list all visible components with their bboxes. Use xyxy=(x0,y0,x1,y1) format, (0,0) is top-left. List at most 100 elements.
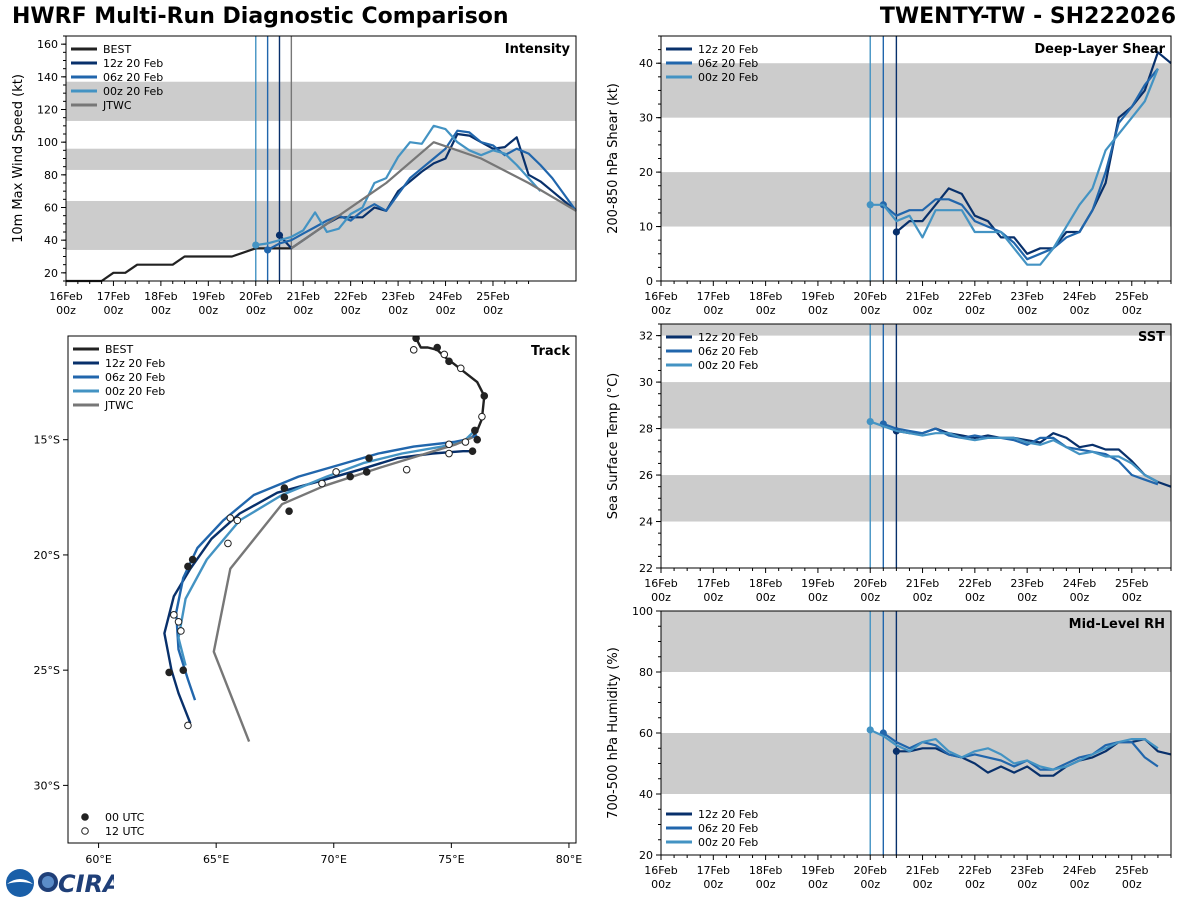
track-position-marker-run12 xyxy=(468,447,477,456)
sst-xtick-label: 00z xyxy=(808,591,828,604)
intensity-xtick-label: 16Feb xyxy=(49,290,82,303)
rh-xtick-label: 18Feb xyxy=(749,864,782,877)
track-position-marker-best xyxy=(433,343,442,352)
track-position-marker-run06 xyxy=(174,617,183,626)
track-position-marker-run00 xyxy=(471,426,479,435)
marker-legend-symbol xyxy=(81,827,89,835)
shear-panel: 01020304016Feb00z17Feb00z18Feb00z19Feb00… xyxy=(606,35,1172,317)
sst-xtick-label: 00z xyxy=(913,591,933,604)
rh-xtick-label: 00z xyxy=(860,878,880,891)
intensity-xtick-label: 00z xyxy=(246,304,266,317)
track-position-marker-run12 xyxy=(170,611,178,619)
intensity-series-jtwc xyxy=(290,141,577,250)
shear-xtick-label: 00z xyxy=(965,304,985,317)
legend-label-run12: 12z 20 Feb xyxy=(698,43,758,56)
rh-init-marker-run12 xyxy=(892,747,900,755)
legend-label-run00: 00z 20 Feb xyxy=(698,359,758,372)
track-position-marker-run06 xyxy=(365,454,373,462)
noaa-logo-icon xyxy=(6,869,34,897)
cira-logo-text: CIRA xyxy=(58,870,114,898)
rh-xtick-label: 00z xyxy=(1122,878,1142,891)
shear-series-run06 xyxy=(882,68,1159,261)
intensity-init-marker-run06 xyxy=(264,246,272,254)
marker-legend-label: 00 UTC xyxy=(105,811,145,824)
track-position-marker-run06 xyxy=(332,468,340,476)
legend-label-run06: 06z 20 Feb xyxy=(103,71,163,84)
legend-label-run06: 06z 20 Feb xyxy=(105,371,165,384)
intensity-xtick-label: 19Feb xyxy=(192,290,225,303)
rh-panel: 2040608010016Feb00z17Feb00z18Feb00z19Feb… xyxy=(606,605,1172,891)
rh-threshold-band xyxy=(661,611,1171,672)
intensity-series-run06 xyxy=(267,129,577,251)
shear-init-marker-run12 xyxy=(892,228,900,236)
rh-xtick-label: 00z xyxy=(808,878,828,891)
track-xtick-label: 75°E xyxy=(438,853,464,866)
rh-ytick-label: 60 xyxy=(639,727,653,740)
rh-xtick-label: 21Feb xyxy=(906,864,939,877)
track-position-marker-run06 xyxy=(445,440,453,449)
shear-xtick-label: 00z xyxy=(1122,304,1142,317)
sst-xtick-label: 24Feb xyxy=(1063,577,1096,590)
sst-xtick-label: 22Feb xyxy=(958,577,991,590)
shear-series-run12 xyxy=(895,51,1172,255)
track-ytick-label: 15°S xyxy=(34,434,60,447)
shear-threshold-band xyxy=(661,172,1171,227)
legend-label-jtwc: JTWC xyxy=(104,399,134,412)
sst-ytick-label: 28 xyxy=(639,423,653,436)
track-frame xyxy=(67,335,577,844)
track-position-marker-best xyxy=(445,357,453,366)
track-position-marker-run12 xyxy=(318,479,326,488)
sst-ytick-label: 24 xyxy=(639,516,653,529)
shear-xtick-label: 24Feb xyxy=(1063,290,1096,303)
track-position-marker-run00 xyxy=(346,472,355,481)
intensity-xtick-label: 00z xyxy=(198,304,218,317)
intensity-xtick-label: 25Feb xyxy=(476,290,509,303)
sst-ylabel: Sea Surface Temp (°C) xyxy=(606,373,621,520)
rh-ylabel: 700-500 hPa Humidity (%) xyxy=(606,647,621,819)
shear-xtick-label: 00z xyxy=(808,304,828,317)
sst-xtick-label: 00z xyxy=(860,591,880,604)
rh-xtick-label: 00z xyxy=(1017,878,1037,891)
track-position-marker-run06 xyxy=(280,484,289,492)
track-position-marker-run12 xyxy=(362,468,371,476)
track-xtick-label: 65°E xyxy=(203,853,229,866)
shear-xtick-label: 19Feb xyxy=(801,290,834,303)
track-position-marker-run12 xyxy=(188,555,197,564)
rh-panel-title: Mid-Level RH xyxy=(1069,617,1165,632)
rh-xtick-label: 23Feb xyxy=(1010,864,1043,877)
track-position-marker-run06 xyxy=(473,435,482,444)
shear-ytick-label: 30 xyxy=(639,112,653,125)
shear-xtick-label: 25Feb xyxy=(1115,290,1148,303)
track-position-marker-run12 xyxy=(184,721,192,730)
intensity-xtick-label: 17Feb xyxy=(97,290,130,303)
track-position-marker-best xyxy=(409,346,418,354)
intensity-ytick-label: 140 xyxy=(37,71,58,84)
intensity-ytick-label: 60 xyxy=(44,202,58,215)
track-panel-title: Track xyxy=(531,344,570,359)
intensity-ytick-label: 120 xyxy=(37,104,58,117)
legend-label-run12: 12z 20 Feb xyxy=(103,57,163,70)
shear-threshold-band xyxy=(661,63,1171,118)
track-position-marker-best xyxy=(440,350,449,359)
rh-xtick-label: 17Feb xyxy=(697,864,730,877)
rh-xtick-label: 22Feb xyxy=(958,864,991,877)
rh-series-run06 xyxy=(882,732,1159,771)
sst-ytick-label: 30 xyxy=(639,376,653,389)
sst-threshold-band xyxy=(661,324,1171,336)
intensity-ytick-label: 100 xyxy=(37,136,58,149)
shear-xtick-label: 00z xyxy=(1070,304,1090,317)
track-xtick-label: 80°E xyxy=(556,853,582,866)
sst-xtick-label: 00z xyxy=(1017,591,1037,604)
intensity-ytick-label: 160 xyxy=(37,38,58,51)
rh-threshold-band xyxy=(661,733,1171,794)
shear-ytick-label: 0 xyxy=(646,275,653,288)
track-series-run00 xyxy=(177,429,476,666)
track-series-jtwc xyxy=(212,436,473,743)
sst-xtick-label: 20Feb xyxy=(853,577,886,590)
sst-xtick-label: 00z xyxy=(965,591,985,604)
shear-xtick-label: 20Feb xyxy=(853,290,886,303)
shear-init-marker-run00 xyxy=(866,201,874,209)
legend-label-run00: 00z 20 Feb xyxy=(698,71,758,84)
shear-ylabel: 200-850 hPa Shear (kt) xyxy=(606,83,621,234)
intensity-xtick-label: 21Feb xyxy=(286,290,319,303)
